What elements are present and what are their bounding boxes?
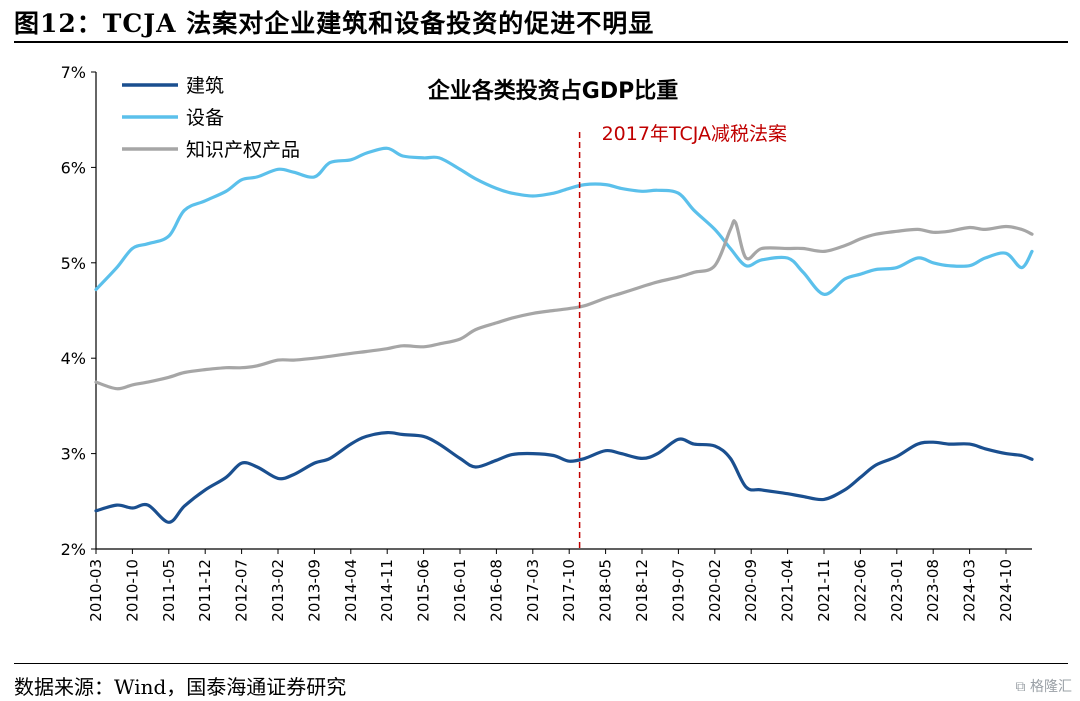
watermark: ⧉ 格隆汇 [1016,676,1072,696]
y-tick-label: 4% [61,349,86,368]
x-tick-label: 2013-09 [305,559,323,622]
x-ticks-group: 2010-03 2010-10 2011-05 2011-12 2012-07 2013-… [87,549,1015,622]
y-tick-label: 6% [61,158,86,177]
y-tick-label: 7% [61,63,86,82]
x-tick-label: 2010-10 [123,559,141,622]
x-tick-label: 2012-07 [233,559,251,622]
series-line-0 [94,430,1034,524]
x-tick-label: 2017-10 [560,559,578,622]
x-tick-label: 2023-08 [924,559,942,622]
x-tick-label: 2022-06 [851,559,869,622]
x-tick-label: 2015-06 [415,559,433,622]
legend-label-1: 设备 [186,107,224,129]
x-tick-label: 2017-03 [524,559,542,622]
x-tick-label: 2024-10 [997,559,1015,622]
chart-title: 企业各类投资占GDP比重 [427,78,678,104]
series-lines-group [94,146,1034,524]
x-tick-label: 2021-11 [815,559,833,622]
source-note: 数据来源：Wind，国泰海通证券研究 [14,675,347,699]
legend-label-2: 知识产权产品 [186,139,300,161]
figure-title: 图12：TCJA 法案对企业建筑和设备投资的促进不明显 [14,9,655,38]
legend-label-0: 建筑 [186,75,224,97]
x-tick-label: 2023-01 [888,559,906,622]
axes-group [95,72,1032,550]
x-tick-label: 2020-02 [706,559,724,622]
title-rule [14,41,1068,43]
x-tick-label: 2021-04 [779,559,797,622]
x-tick-label: 2016-01 [451,559,469,622]
x-tick-label: 2016-08 [487,559,505,622]
y-tick-label: 5% [61,254,86,273]
x-tick-label: 2024-03 [961,559,979,622]
y-ticks-group: 2% 3% 4% 5% 6% 7% [61,63,96,559]
x-tick-label: 2013-02 [269,559,287,622]
annotation-label: 2017年TCJA减税法案 [602,123,787,145]
x-tick-label: 2010-03 [87,559,105,622]
series-line-2 [94,219,1034,391]
y-tick-label: 2% [61,540,86,559]
annotation-group: 2017年TCJA减税法案 [578,123,787,549]
source-rule [14,663,1068,664]
series-line-1 [94,146,1034,296]
watermark-text: 格隆汇 [1030,679,1072,695]
y-tick-label: 3% [61,445,86,464]
x-tick-label: 2018-12 [633,559,651,622]
x-tick-label: 2018-05 [597,559,615,622]
line-chart: 2% 3% 4% 5% 6% 7% 2010-03 2010-10 2011-05 2011-1… [61,63,1034,622]
watermark-logo-icon: ⧉ [1015,679,1026,695]
x-tick-label: 2019-07 [669,559,687,622]
x-tick-label: 2011-05 [160,559,178,622]
x-tick-label: 2014-11 [378,559,396,622]
x-tick-label: 2014-04 [342,559,360,622]
x-tick-label: 2020-09 [742,559,760,622]
x-tick-label: 2011-12 [196,559,214,622]
